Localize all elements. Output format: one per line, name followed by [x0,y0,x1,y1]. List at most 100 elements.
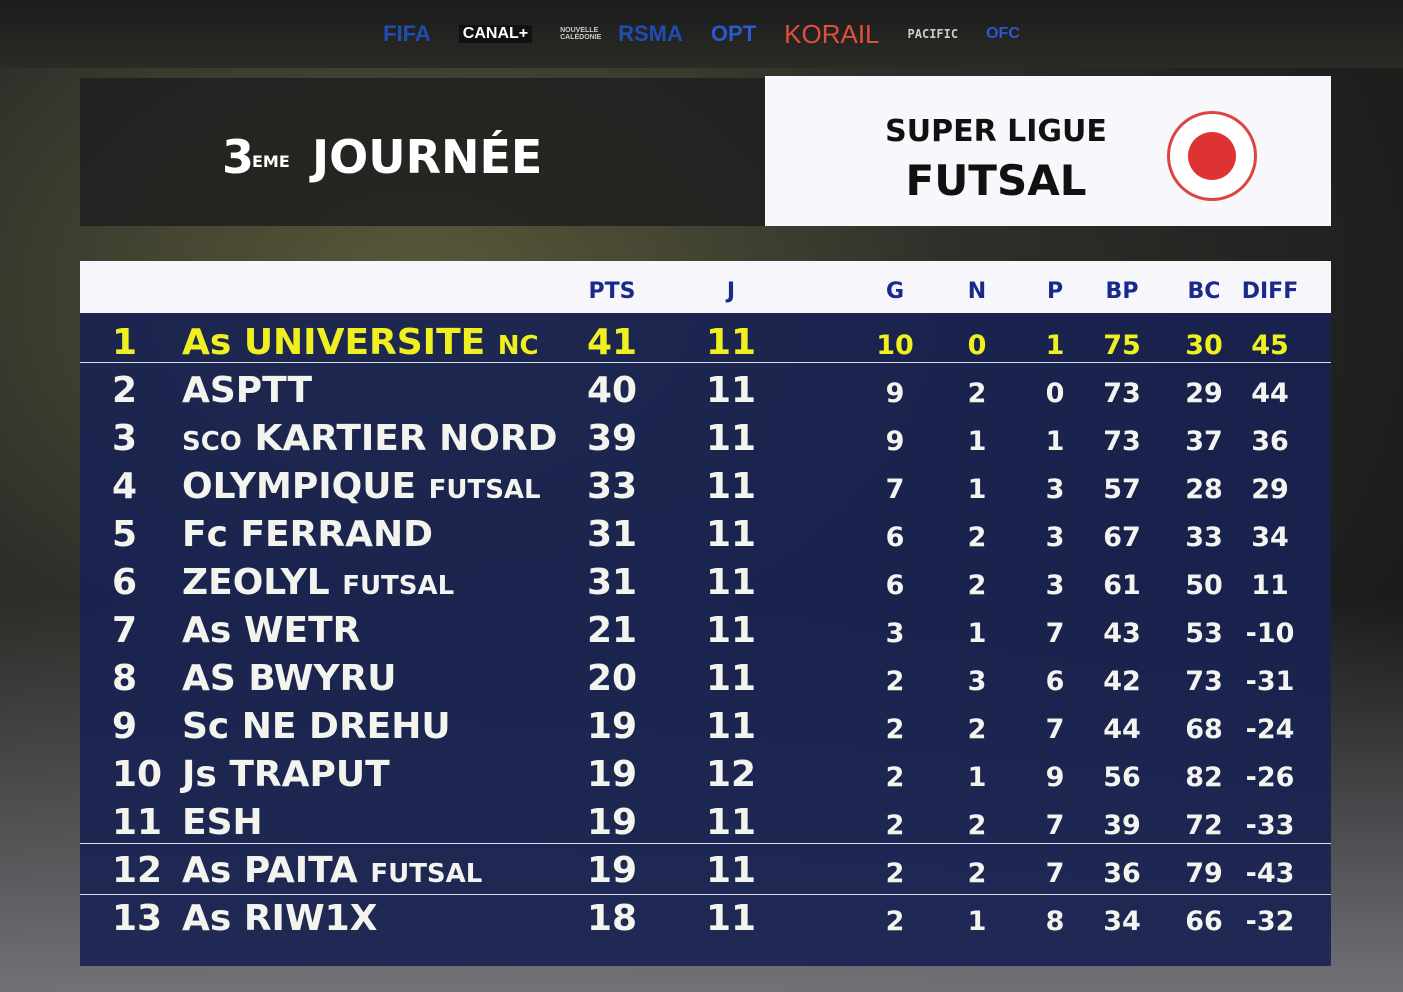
team-main: ASPTT [182,370,313,411]
sponsor-korail-logo: KORAIL [784,18,880,49]
divider [80,894,1331,895]
team-name: Sc NE DREHU [182,706,451,747]
diff-value: -24 [1245,714,1295,745]
pts-value: 40 [586,370,638,411]
column-header-j: J [726,279,736,304]
bp-value: 39 [1103,810,1141,841]
g-value: 2 [885,810,905,841]
n-value: 1 [967,762,987,793]
p-value: 7 [1045,858,1065,889]
pts-value: 18 [586,898,638,939]
team-suffix: FUTSAL [342,571,455,601]
bp-value: 73 [1103,426,1141,457]
diff-value: -33 [1245,810,1295,841]
p-value: 8 [1045,906,1065,937]
pts-value: 20 [586,658,638,699]
j-value: 11 [705,658,757,699]
bp-value: 44 [1103,714,1141,745]
team-name: ASPTT [182,370,312,411]
team-suffix: FUTSAL [370,859,483,889]
p-value: 7 [1045,810,1065,841]
n-value: 2 [967,714,987,745]
bc-value: 50 [1185,570,1223,601]
g-value: 6 [885,522,905,553]
p-value: 0 [1045,378,1065,409]
column-header-bc: BC [1187,279,1221,304]
rank: 2 [112,370,138,411]
diff-value: -43 [1245,858,1295,889]
bp-value: 73 [1103,378,1141,409]
column-header-n: N [967,279,987,304]
team-main: As PAITA [182,850,358,891]
n-value: 2 [967,570,987,601]
round-number: 3 [222,130,255,184]
rank: 5 [112,514,138,555]
sponsor-pacific-logo: PACIFIC [907,27,959,41]
p-value: 1 [1045,330,1065,361]
team-name: As WETR [182,610,360,651]
team-suffix: NC [497,331,539,361]
diff-value: 36 [1251,426,1289,457]
round-suffix: EME [252,152,290,171]
table-row: 11 ESH 19 11 2 2 7 39 72 -33 [80,798,1331,846]
p-value: 9 [1045,762,1065,793]
j-value: 12 [705,754,757,795]
rank: 3 [112,418,138,459]
team-name: OLYMPIQUE FUTSAL [182,466,541,507]
diff-value: 34 [1251,522,1289,553]
diff-value: -26 [1245,762,1295,793]
team-name: ESH [182,802,263,843]
bp-value: 75 [1103,330,1141,361]
g-value: 6 [885,570,905,601]
pts-value: 31 [586,562,638,603]
rank: 1 [112,322,138,363]
table-row: 8 AS BWYRU 20 11 2 3 6 42 73 -31 [80,654,1331,702]
column-header-pts: PTS [588,279,636,304]
bc-value: 79 [1185,858,1223,889]
diff-value: -32 [1245,906,1295,937]
sponsor-canal-logo: CANAL+ [458,25,533,43]
g-value: 2 [885,858,905,889]
p-value: 6 [1045,666,1065,697]
n-value: 1 [967,474,987,505]
team-main: ZEOLYL [182,562,330,603]
team-name: Fc FERRAND [182,514,433,555]
sponsor-nc-logo: NOUVELLE CALÉDONIE [560,27,602,41]
federation-logo [1167,111,1257,201]
round-word: JOURNÉE [312,130,543,184]
sponsor-rsma-logo: RSMA [618,21,683,46]
g-value: 7 [885,474,905,505]
bp-value: 67 [1103,522,1141,553]
bp-value: 57 [1103,474,1141,505]
pts-value: 39 [586,418,638,459]
j-value: 11 [705,514,757,555]
table-row: 2 ASPTT 40 11 9 2 0 73 29 44 [80,366,1331,414]
table-row: 4 OLYMPIQUE FUTSAL 33 11 7 1 3 57 28 29 [80,462,1331,510]
sponsor-bar: FIFA CANAL+ NOUVELLE CALÉDONIE RSMA OPT … [0,0,1403,68]
league-line1: SUPER LIGUE [885,114,1107,149]
team-name: As RIW1X [182,898,377,939]
team-main: As RIW1X [182,898,378,939]
table-row: 12 As PAITA FUTSAL 19 11 2 2 7 36 79 -43 [80,846,1331,894]
j-value: 11 [705,706,757,747]
bp-value: 42 [1103,666,1141,697]
rank: 10 [112,754,163,795]
j-value: 11 [705,802,757,843]
sponsor-opt-logo: OPT [710,21,757,46]
bc-value: 30 [1185,330,1223,361]
column-header-g: G [885,279,905,304]
rank: 7 [112,610,138,651]
p-value: 7 [1045,714,1065,745]
g-value: 10 [876,330,914,361]
pts-value: 19 [586,802,638,843]
pts-value: 19 [586,754,638,795]
team-main: As UNIVERSITE [182,322,486,363]
league-title: SUPER LIGUE FUTSAL [765,76,1331,226]
diff-value: -31 [1245,666,1295,697]
standings-table: PTS J G N P BP BC DIFF 1 As UNIVERSITE NC 41 11 10 0… [80,261,1331,966]
team-main: Js TRAPUT [182,754,390,795]
bp-value: 43 [1103,618,1141,649]
column-header-diff: DIFF [1241,279,1299,304]
round-title: 3 EME JOURNÉE [80,78,765,226]
pts-value: 19 [586,706,638,747]
